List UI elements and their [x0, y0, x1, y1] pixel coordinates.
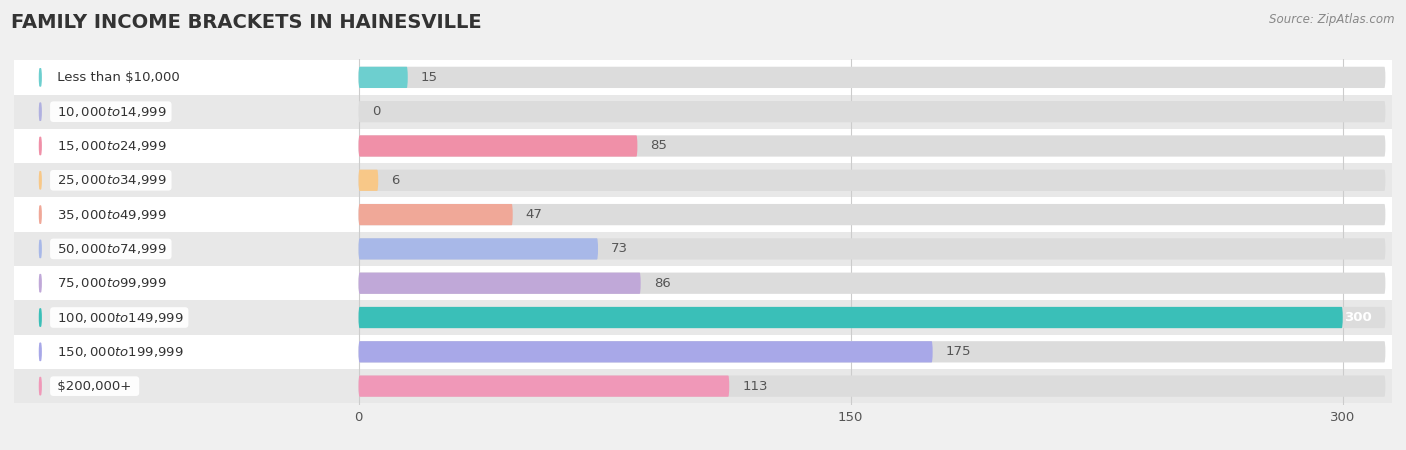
Text: $150,000 to $199,999: $150,000 to $199,999 — [53, 345, 186, 359]
Circle shape — [39, 377, 41, 395]
Text: $50,000 to $74,999: $50,000 to $74,999 — [53, 242, 169, 256]
Circle shape — [39, 103, 41, 121]
Text: 47: 47 — [526, 208, 543, 221]
Text: 113: 113 — [742, 380, 768, 393]
Circle shape — [39, 137, 41, 155]
FancyBboxPatch shape — [359, 307, 1343, 328]
Circle shape — [39, 171, 41, 189]
FancyBboxPatch shape — [359, 238, 1385, 260]
Text: 6: 6 — [391, 174, 399, 187]
Text: 15: 15 — [420, 71, 437, 84]
FancyBboxPatch shape — [359, 170, 378, 191]
Bar — [14, 94, 1392, 129]
FancyBboxPatch shape — [359, 375, 730, 397]
Circle shape — [39, 206, 41, 224]
Circle shape — [39, 274, 41, 292]
FancyBboxPatch shape — [359, 204, 1385, 225]
Text: 300: 300 — [1344, 311, 1372, 324]
Text: Less than $10,000: Less than $10,000 — [53, 71, 184, 84]
Bar — [14, 163, 1392, 198]
Text: $10,000 to $14,999: $10,000 to $14,999 — [53, 105, 169, 119]
Bar — [14, 60, 1392, 94]
Circle shape — [39, 309, 41, 326]
Text: FAMILY INCOME BRACKETS IN HAINESVILLE: FAMILY INCOME BRACKETS IN HAINESVILLE — [11, 14, 482, 32]
FancyBboxPatch shape — [359, 204, 513, 225]
FancyBboxPatch shape — [359, 375, 1385, 397]
FancyBboxPatch shape — [359, 170, 1385, 191]
Text: 85: 85 — [651, 140, 668, 153]
FancyBboxPatch shape — [359, 238, 598, 260]
Text: $100,000 to $149,999: $100,000 to $149,999 — [53, 310, 186, 324]
Bar — [14, 300, 1392, 335]
Bar — [14, 266, 1392, 300]
Text: 86: 86 — [654, 277, 671, 290]
Bar — [14, 198, 1392, 232]
Text: $15,000 to $24,999: $15,000 to $24,999 — [53, 139, 169, 153]
Text: $25,000 to $34,999: $25,000 to $34,999 — [53, 173, 169, 187]
Bar — [14, 335, 1392, 369]
FancyBboxPatch shape — [359, 273, 1385, 294]
Bar — [14, 369, 1392, 403]
Circle shape — [39, 343, 41, 361]
Text: $200,000+: $200,000+ — [53, 380, 136, 393]
Bar — [14, 129, 1392, 163]
Text: 0: 0 — [371, 105, 380, 118]
Circle shape — [39, 240, 41, 258]
FancyBboxPatch shape — [359, 101, 1385, 122]
Text: Source: ZipAtlas.com: Source: ZipAtlas.com — [1270, 14, 1395, 27]
FancyBboxPatch shape — [359, 273, 641, 294]
Bar — [14, 232, 1392, 266]
Text: $75,000 to $99,999: $75,000 to $99,999 — [53, 276, 169, 290]
FancyBboxPatch shape — [359, 341, 1385, 362]
FancyBboxPatch shape — [359, 135, 1385, 157]
FancyBboxPatch shape — [359, 67, 408, 88]
Circle shape — [39, 68, 41, 86]
FancyBboxPatch shape — [359, 67, 1385, 88]
FancyBboxPatch shape — [359, 135, 637, 157]
Text: 73: 73 — [612, 243, 628, 256]
FancyBboxPatch shape — [359, 341, 932, 362]
Text: 175: 175 — [946, 345, 972, 358]
Text: $35,000 to $49,999: $35,000 to $49,999 — [53, 207, 169, 221]
FancyBboxPatch shape — [359, 307, 1385, 328]
